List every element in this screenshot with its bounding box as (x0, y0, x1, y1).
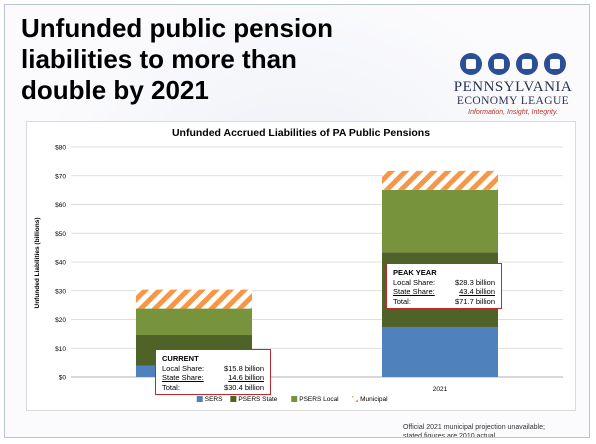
y-tick-label: $30 (55, 288, 66, 295)
y-tick-label: $60 (55, 202, 66, 209)
total-value: $71.7 billion (454, 296, 495, 306)
bar-segment-sers (382, 326, 498, 377)
logo-circle-icon (516, 53, 538, 75)
total-value: $30.4 billion (223, 382, 264, 392)
bar-segment-municipal (382, 170, 498, 190)
state-share-label: State Share: (393, 287, 435, 296)
legend-label: Municipal (360, 396, 388, 403)
logo-icons (445, 53, 581, 77)
bar-segment-municipal (136, 289, 252, 309)
page-number: 13 (582, 437, 589, 438)
bar-segment-psers-local (382, 189, 498, 253)
footnote: Official 2021 municipal projection unava… (403, 424, 545, 438)
local-share-value: $28.3 billion (454, 277, 495, 287)
chart: Unfunded Accrued Liabilities of PA Publi… (26, 121, 576, 411)
state-share-label: State Share: (162, 373, 204, 382)
local-share-label: Local Share: (162, 363, 205, 373)
chart-title: Unfunded Accrued Liabilities of PA Publi… (172, 127, 430, 139)
state-share-value: 43.4 billion (459, 287, 495, 296)
logo-name-line1: PENNSYLVANIA (453, 79, 573, 95)
y-tick-label: $0 (59, 375, 67, 382)
logo-tagline: Information, Insight, Integrity. (468, 109, 558, 116)
legend-label: PSERS Local (299, 396, 339, 403)
state-share-value: 14.6 billion (228, 373, 264, 382)
slide-title: Unfunded public pension liabilities to m… (21, 13, 333, 105)
legend-swatch (352, 396, 359, 402)
y-tick-label: $50 (55, 231, 66, 238)
callout-header: CURRENT (162, 354, 199, 363)
y-tick-label: $70 (55, 173, 66, 180)
local-share-label: Local Share: (393, 277, 436, 287)
legend-swatch (230, 396, 237, 402)
legend-label: PSERS State (238, 396, 277, 403)
legend-swatch (291, 396, 298, 402)
legend-swatch (196, 396, 203, 402)
bar-segment-psers-local (136, 308, 252, 336)
y-tick-label: $40 (55, 260, 66, 267)
logo-circle-icon (460, 53, 482, 75)
logo-circle-icon (544, 53, 566, 75)
callout-current: CURRENT Local Share: $15.8 billion State … (155, 349, 271, 395)
y-tick-label: $10 (55, 346, 66, 353)
y-axis-label: Unfunded Liabilities (billions) (34, 218, 41, 309)
x-tick-label: 2021 (433, 386, 448, 393)
logo-circle-icon (488, 53, 510, 75)
total-label: Total: (393, 296, 411, 306)
callout-peak-year: PEAK YEAR Local Share: $28.3 billion Stat… (386, 263, 502, 309)
callout-header: PEAK YEAR (393, 268, 437, 277)
y-tick-label: $80 (55, 145, 66, 152)
local-share-value: $15.8 billion (223, 363, 264, 373)
total-label: Total: (162, 382, 180, 392)
logo-name-line2: ECONOMY LEAGUE (456, 95, 570, 107)
pel-logo: PENNSYLVANIA ECONOMY LEAGUE Information,… (445, 53, 581, 125)
legend-label: SERS (205, 396, 223, 403)
chart-legend: SERS PSERS State PSERS Local Municipal (196, 396, 388, 403)
y-tick-label: $20 (55, 317, 66, 324)
